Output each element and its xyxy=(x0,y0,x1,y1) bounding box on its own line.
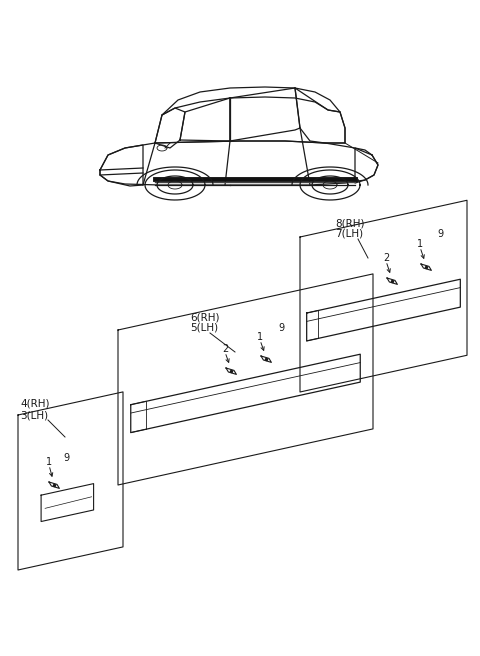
Text: 9: 9 xyxy=(278,323,284,333)
Text: 8(RH): 8(RH) xyxy=(335,218,364,228)
Text: 7(LH): 7(LH) xyxy=(335,229,363,239)
Text: 9: 9 xyxy=(437,229,443,239)
Text: 9: 9 xyxy=(63,453,69,463)
Text: 3(LH): 3(LH) xyxy=(20,410,48,420)
Text: 5(LH): 5(LH) xyxy=(190,323,218,333)
Text: 2: 2 xyxy=(222,344,228,354)
Text: 1: 1 xyxy=(46,457,52,467)
Text: 4(RH): 4(RH) xyxy=(20,398,49,408)
Text: 1: 1 xyxy=(257,332,263,342)
Text: 1: 1 xyxy=(417,239,423,249)
Text: 2: 2 xyxy=(383,253,389,263)
Text: 6(RH): 6(RH) xyxy=(190,312,219,322)
